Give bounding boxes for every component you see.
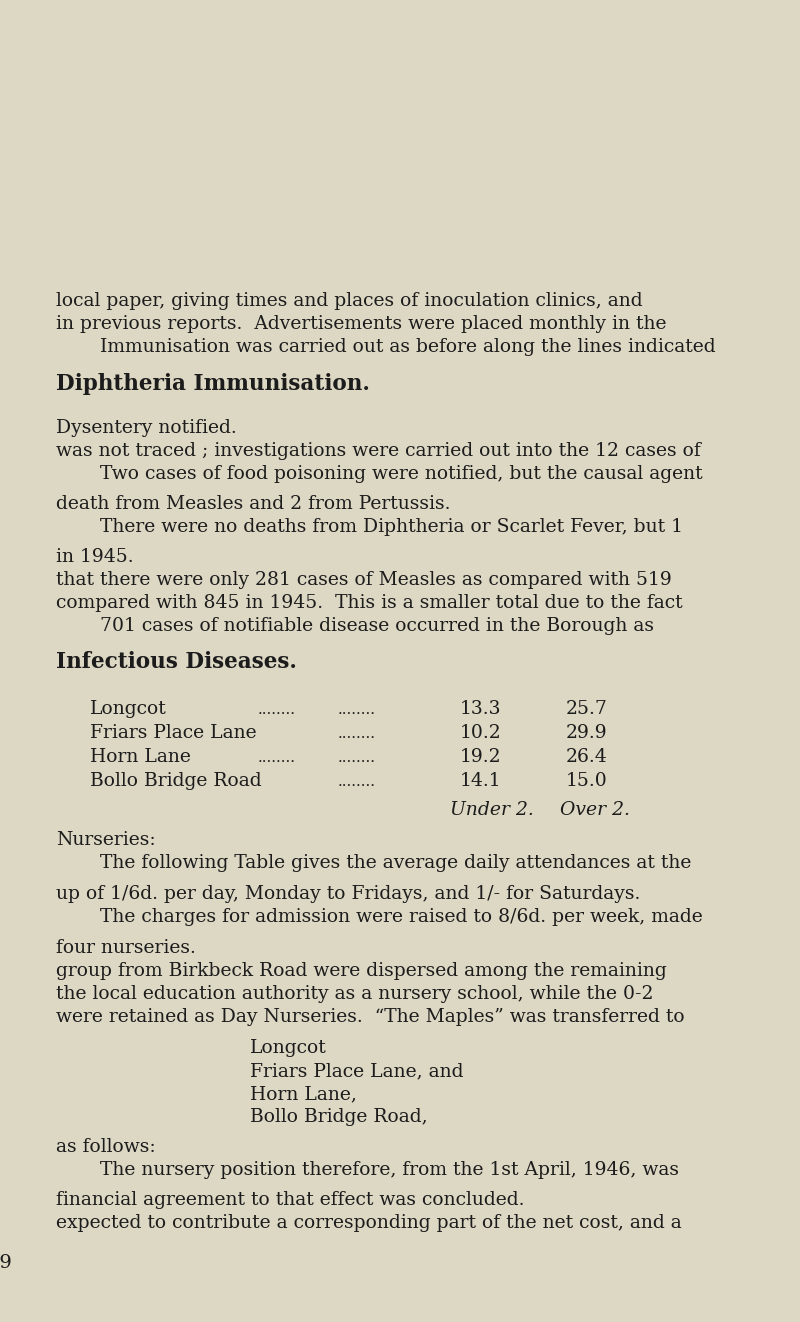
Text: were retained as Day Nurseries.  “The Maples” was transferred to: were retained as Day Nurseries. “The Map… [56,1007,685,1026]
Text: as follows:: as follows: [56,1138,156,1155]
Text: Friars Place Lane: Friars Place Lane [90,724,257,742]
Text: in previous reports.  Advertisements were placed monthly in the: in previous reports. Advertisements were… [56,315,666,333]
Text: Longcot: Longcot [250,1039,326,1058]
Text: Diphtheria Immunisation.: Diphtheria Immunisation. [56,373,370,395]
Text: 25.7: 25.7 [566,701,608,718]
Text: ........: ........ [258,703,296,717]
Text: Longcot: Longcot [90,701,166,718]
Text: ........: ........ [338,727,376,742]
Text: four nurseries.: four nurseries. [56,939,196,957]
Text: up of 1/6d. per day, Monday to Fridays, and 1/- for Saturdays.: up of 1/6d. per day, Monday to Fridays, … [56,884,640,903]
Text: Infectious Diseases.: Infectious Diseases. [56,650,297,673]
Text: group from Birkbeck Road were dispersed among the remaining: group from Birkbeck Road were dispersed … [56,962,666,980]
Text: Horn Lane: Horn Lane [90,748,191,765]
Text: The nursery position therefore, from the 1st April, 1946, was: The nursery position therefore, from the… [100,1161,679,1179]
Text: the local education authority as a nursery school, while the 0-2: the local education authority as a nurse… [56,985,654,1003]
Text: that there were only 281 cases of Measles as compared with 519: that there were only 281 cases of Measle… [56,571,672,590]
Text: 29.9: 29.9 [566,724,608,742]
Text: Two cases of food poisoning were notified, but the causal agent: Two cases of food poisoning were notifie… [100,465,702,483]
Text: Bollo Bridge Road,: Bollo Bridge Road, [250,1108,428,1126]
Text: death from Measles and 2 from Pertussis.: death from Measles and 2 from Pertussis. [56,494,450,513]
Text: Bollo Bridge Road: Bollo Bridge Road [90,772,262,791]
Text: Nurseries:: Nurseries: [56,832,156,849]
Text: in 1945.: in 1945. [56,549,134,566]
Text: The following Table gives the average daily attendances at the: The following Table gives the average da… [100,854,691,873]
Text: local paper, giving times and places of inoculation clinics, and: local paper, giving times and places of … [56,292,642,309]
Text: 26.4: 26.4 [566,748,608,765]
Text: The charges for admission were raised to 8/6d. per week, made: The charges for admission were raised to… [100,908,702,925]
Text: 19.2: 19.2 [460,748,502,765]
Text: ........: ........ [338,703,376,717]
Text: Horn Lane,: Horn Lane, [250,1085,357,1103]
Text: compared with 845 in 1945.  This is a smaller total due to the fact: compared with 845 in 1945. This is a sma… [56,594,682,612]
Text: 14.1: 14.1 [460,772,502,791]
Text: Under 2.: Under 2. [450,801,534,820]
Text: Immunisation was carried out as before along the lines indicated: Immunisation was carried out as before a… [100,338,716,356]
Text: ........: ........ [338,751,376,765]
Text: was not traced ; investigations were carried out into the 12 cases of: was not traced ; investigations were car… [56,442,701,460]
Text: 701 cases of notifiable disease occurred in the Borough as: 701 cases of notifiable disease occurred… [100,617,654,635]
Text: 10.2: 10.2 [460,724,502,742]
Text: 15.0: 15.0 [566,772,608,791]
Text: expected to contribute a corresponding part of the net cost, and a: expected to contribute a corresponding p… [56,1214,682,1232]
Text: There were no deaths from Diphtheria or Scarlet Fever, but 1: There were no deaths from Diphtheria or … [100,518,683,535]
Text: ........: ........ [338,775,376,789]
Text: Friars Place Lane, and: Friars Place Lane, and [250,1062,463,1080]
Text: 19: 19 [0,1255,13,1272]
Text: Over 2.: Over 2. [560,801,630,820]
Text: ........: ........ [258,751,296,765]
Text: Dysentery notified.: Dysentery notified. [56,419,237,438]
Text: financial agreement to that effect was concluded.: financial agreement to that effect was c… [56,1191,525,1210]
Text: 13.3: 13.3 [460,701,502,718]
